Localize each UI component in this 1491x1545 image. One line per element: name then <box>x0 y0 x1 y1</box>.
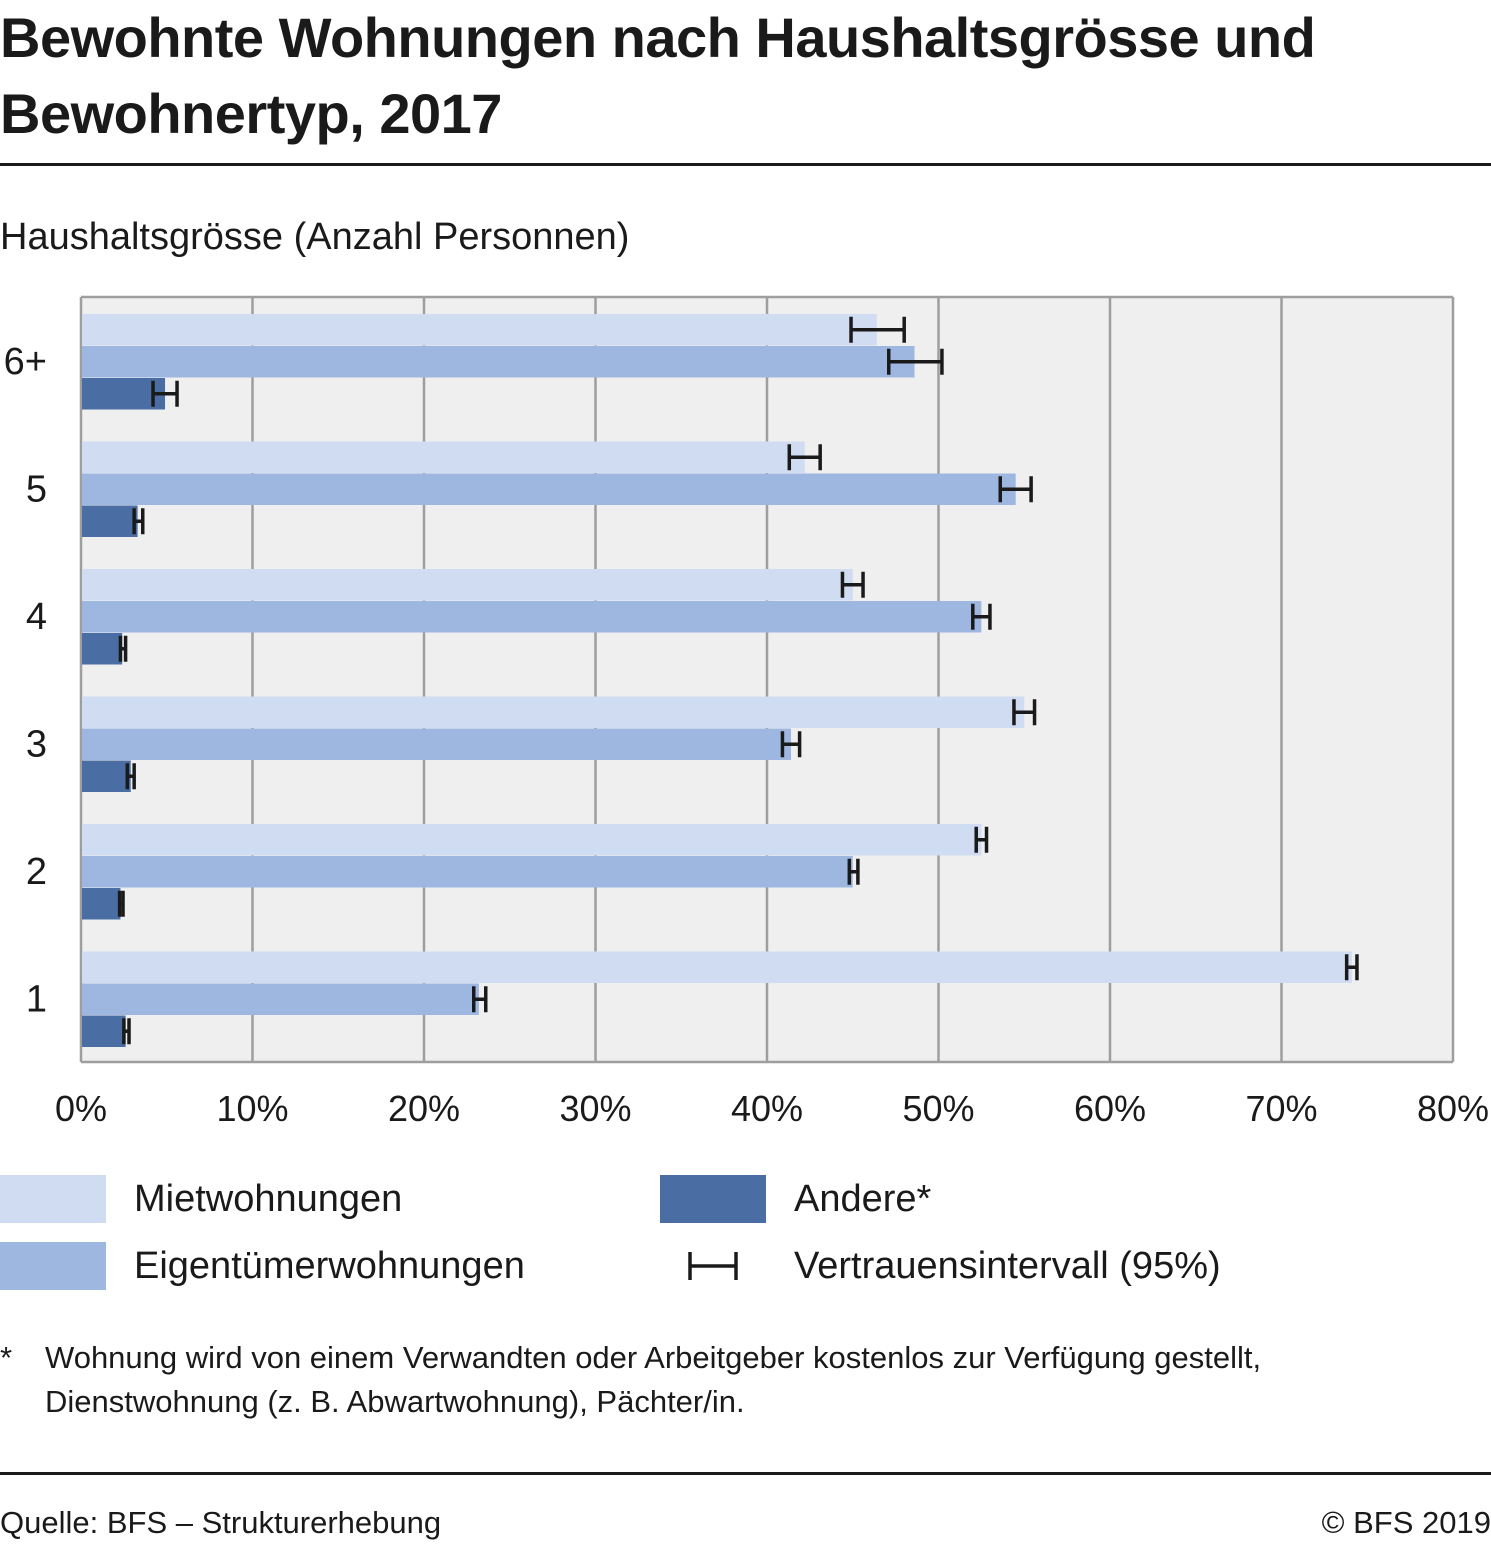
x-tick-label: 10% <box>216 1088 288 1129</box>
bar-mietwohnungen <box>82 569 853 601</box>
y-category-label: 5 <box>26 468 47 510</box>
x-tick-label: 50% <box>902 1088 974 1129</box>
legend-swatch <box>0 1242 106 1290</box>
y-category-label: 3 <box>26 723 47 765</box>
x-tick-label: 40% <box>731 1088 803 1129</box>
footnote-mark: * <box>0 1340 13 1375</box>
bar-andere <box>82 760 131 792</box>
legend-swatch <box>660 1175 766 1223</box>
legend-label: Andere* <box>794 1178 932 1220</box>
bar-mietwohnungen <box>82 314 877 346</box>
axis-subtitle: Haushaltsgrösse (Anzahl Personnen) <box>0 216 630 258</box>
bar-andere <box>82 633 123 665</box>
chart-title: Bewohnte Wohnungen nach Haushaltsgrösse … <box>0 0 1480 152</box>
chart-title-text: Bewohnte Wohnungen nach Haushaltsgrösse … <box>0 6 1316 145</box>
footer-divider <box>0 1472 1491 1475</box>
bar-andere <box>82 1015 126 1047</box>
legend-swatch <box>0 1175 106 1223</box>
y-category-label: 4 <box>26 596 47 638</box>
copyright-note: © BFS 2019 <box>1321 1505 1491 1540</box>
y-category-label: 2 <box>26 851 47 893</box>
bar-mietwohnungen <box>82 824 982 856</box>
footnote-text: Wohnung wird von einem Verwandten oder A… <box>45 1340 1262 1419</box>
bar-andere <box>82 888 121 920</box>
y-category-label: 6+ <box>4 341 47 383</box>
x-tick-label: 30% <box>559 1088 631 1129</box>
bar-andere <box>82 505 138 537</box>
bar-mietwohnungen <box>82 951 1352 983</box>
source-note: Quelle: BFS – Strukturerhebung <box>0 1505 442 1540</box>
x-tick-label: 70% <box>1245 1088 1317 1129</box>
bar-mietwohnungen <box>82 696 1025 728</box>
legend-label: Eigentümerwohnungen <box>134 1245 525 1287</box>
bar-eigentümerwohnungen <box>82 728 792 760</box>
legend-label: Vertrauensintervall (95%) <box>794 1245 1221 1287</box>
bar-eigentümerwohnungen <box>82 346 915 378</box>
bar-eigentümerwohnungen <box>82 856 853 888</box>
y-category-label: 1 <box>26 978 47 1020</box>
x-tick-label: 0% <box>55 1088 107 1129</box>
x-tick-label: 80% <box>1417 1088 1489 1129</box>
title-divider <box>0 163 1491 166</box>
bar-mietwohnungen <box>82 441 805 473</box>
bar-eigentümerwohnungen <box>82 983 479 1015</box>
x-tick-label: 20% <box>388 1088 460 1129</box>
bar-eigentümerwohnungen <box>82 473 1016 505</box>
legend-label: Mietwohnungen <box>134 1178 403 1220</box>
bar-eigentümerwohnungen <box>82 601 982 633</box>
bar-chart: 6+ 5 4 3 2 1 0% 10% 20% 30% 40% 50% 60% 70% 80% <box>4 295 1489 1129</box>
x-tick-label: 60% <box>1074 1088 1146 1129</box>
errorbar-icon <box>688 1252 738 1280</box>
bar-andere <box>82 378 166 410</box>
